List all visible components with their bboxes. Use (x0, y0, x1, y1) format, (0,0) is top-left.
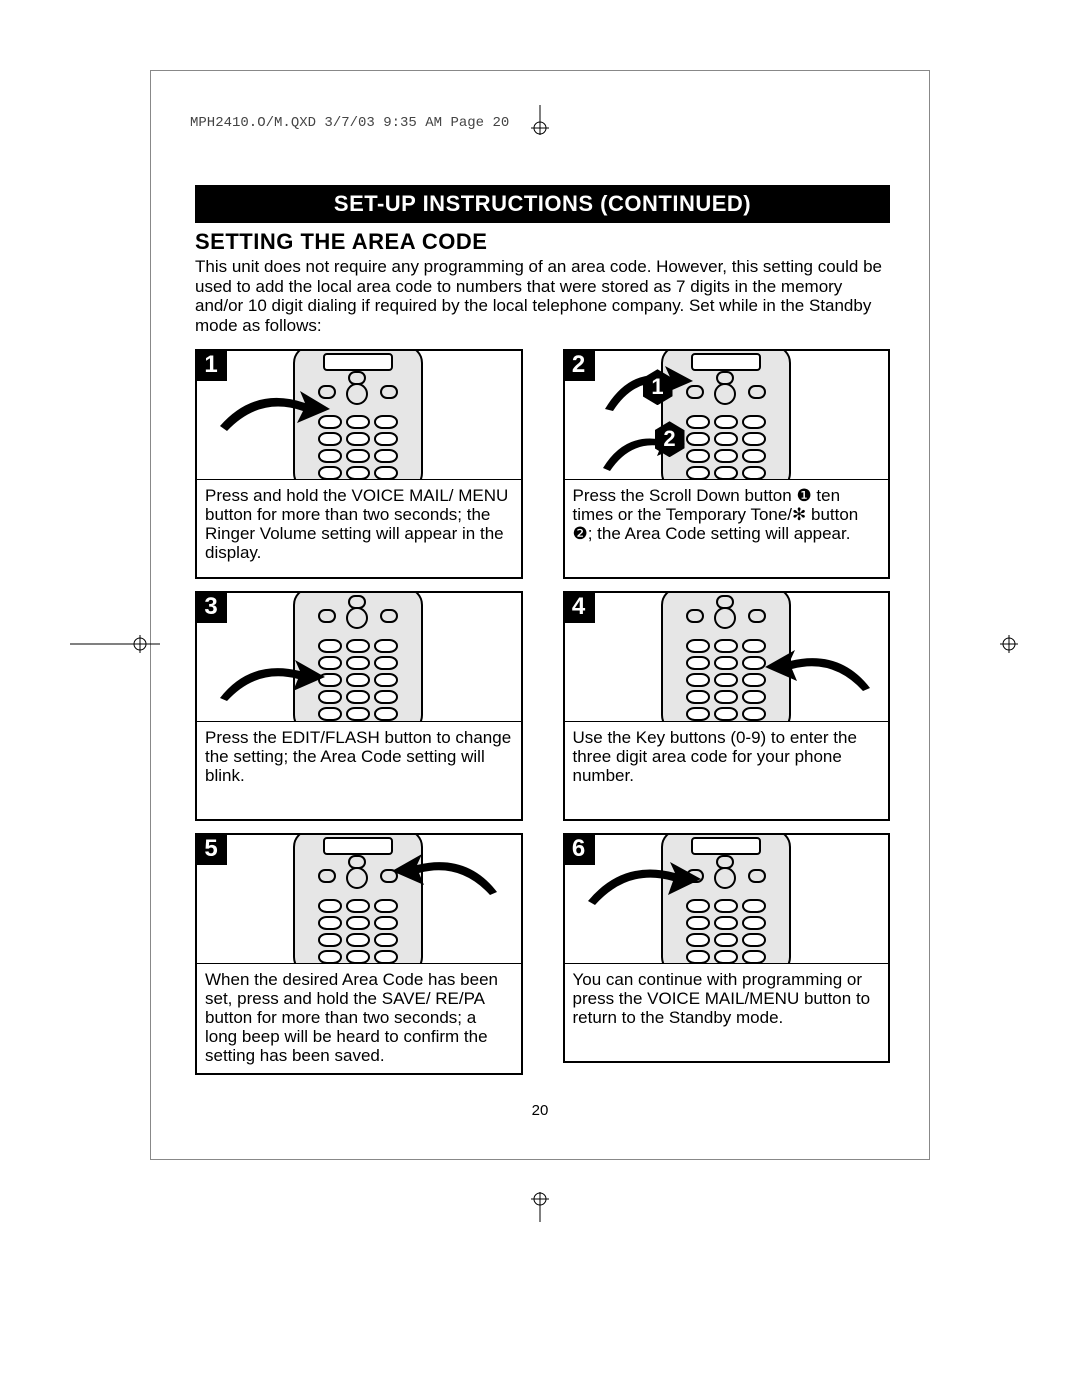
step-illustration: 5 (195, 833, 523, 963)
step-6: 6 You can continue with programming or p… (563, 833, 891, 1075)
step-number-badge: 5 (195, 833, 227, 865)
step-illustration: 6 (563, 833, 891, 963)
arrow-icon (215, 653, 330, 708)
step-number-badge: 3 (195, 591, 227, 623)
arrow-icon (760, 643, 875, 698)
arrow-icon (387, 847, 502, 902)
arrow-icon (215, 381, 335, 441)
step-5: 5 When the desired Area Code has been se… (195, 833, 523, 1075)
step-illustration: 1 (195, 349, 523, 479)
step-text: When the desired Area Code has been set,… (195, 963, 523, 1075)
step-1: 1 Press and hold the VOICE MAIL/ MENU bu… (195, 349, 523, 579)
intro-paragraph: This unit does not require any programmi… (195, 257, 890, 335)
step-number-badge: 2 (563, 349, 595, 381)
section-banner: SET-UP INSTRUCTIONS (CONTINUED) (195, 185, 890, 223)
step-illustration: 4 (563, 591, 891, 721)
steps-grid: 1 Press and hold the VOICE MAIL/ MENU bu… (195, 349, 890, 1075)
step-text: Press the Scroll Down button ❶ ten times… (563, 479, 891, 579)
step-number-badge: 1 (195, 349, 227, 381)
step-2: 2 1 2 Press the Scroll Down button ❶ ten… (563, 349, 891, 579)
reg-mark-top (531, 105, 549, 135)
print-meta-line: MPH2410.O/M.QXD 3/7/03 9:35 AM Page 20 (190, 115, 509, 131)
reg-mark-bottom (531, 1192, 549, 1222)
section-title: SETTING THE AREA CODE (195, 229, 890, 255)
step-4: 4 Use the Key buttons (0-9) to enter the… (563, 591, 891, 821)
step-illustration: 2 1 2 (563, 349, 891, 479)
step-text: You can continue with programming or pre… (563, 963, 891, 1063)
reg-mark-right (1000, 635, 1018, 653)
arrow-icon (583, 853, 703, 913)
content-area: SET-UP INSTRUCTIONS (CONTINUED) SETTING … (195, 185, 890, 1075)
page-number: 20 (0, 1102, 1080, 1119)
step-text: Press and hold the VOICE MAIL/ MENU butt… (195, 479, 523, 579)
step-text: Use the Key buttons (0-9) to enter the t… (563, 721, 891, 821)
step-3: 3 Press the EDIT/FLASH button to change … (195, 591, 523, 821)
reg-mark-left (70, 635, 160, 653)
step-illustration: 3 (195, 591, 523, 721)
step-text: Press the EDIT/FLASH button to change th… (195, 721, 523, 821)
step-number-badge: 4 (563, 591, 595, 623)
